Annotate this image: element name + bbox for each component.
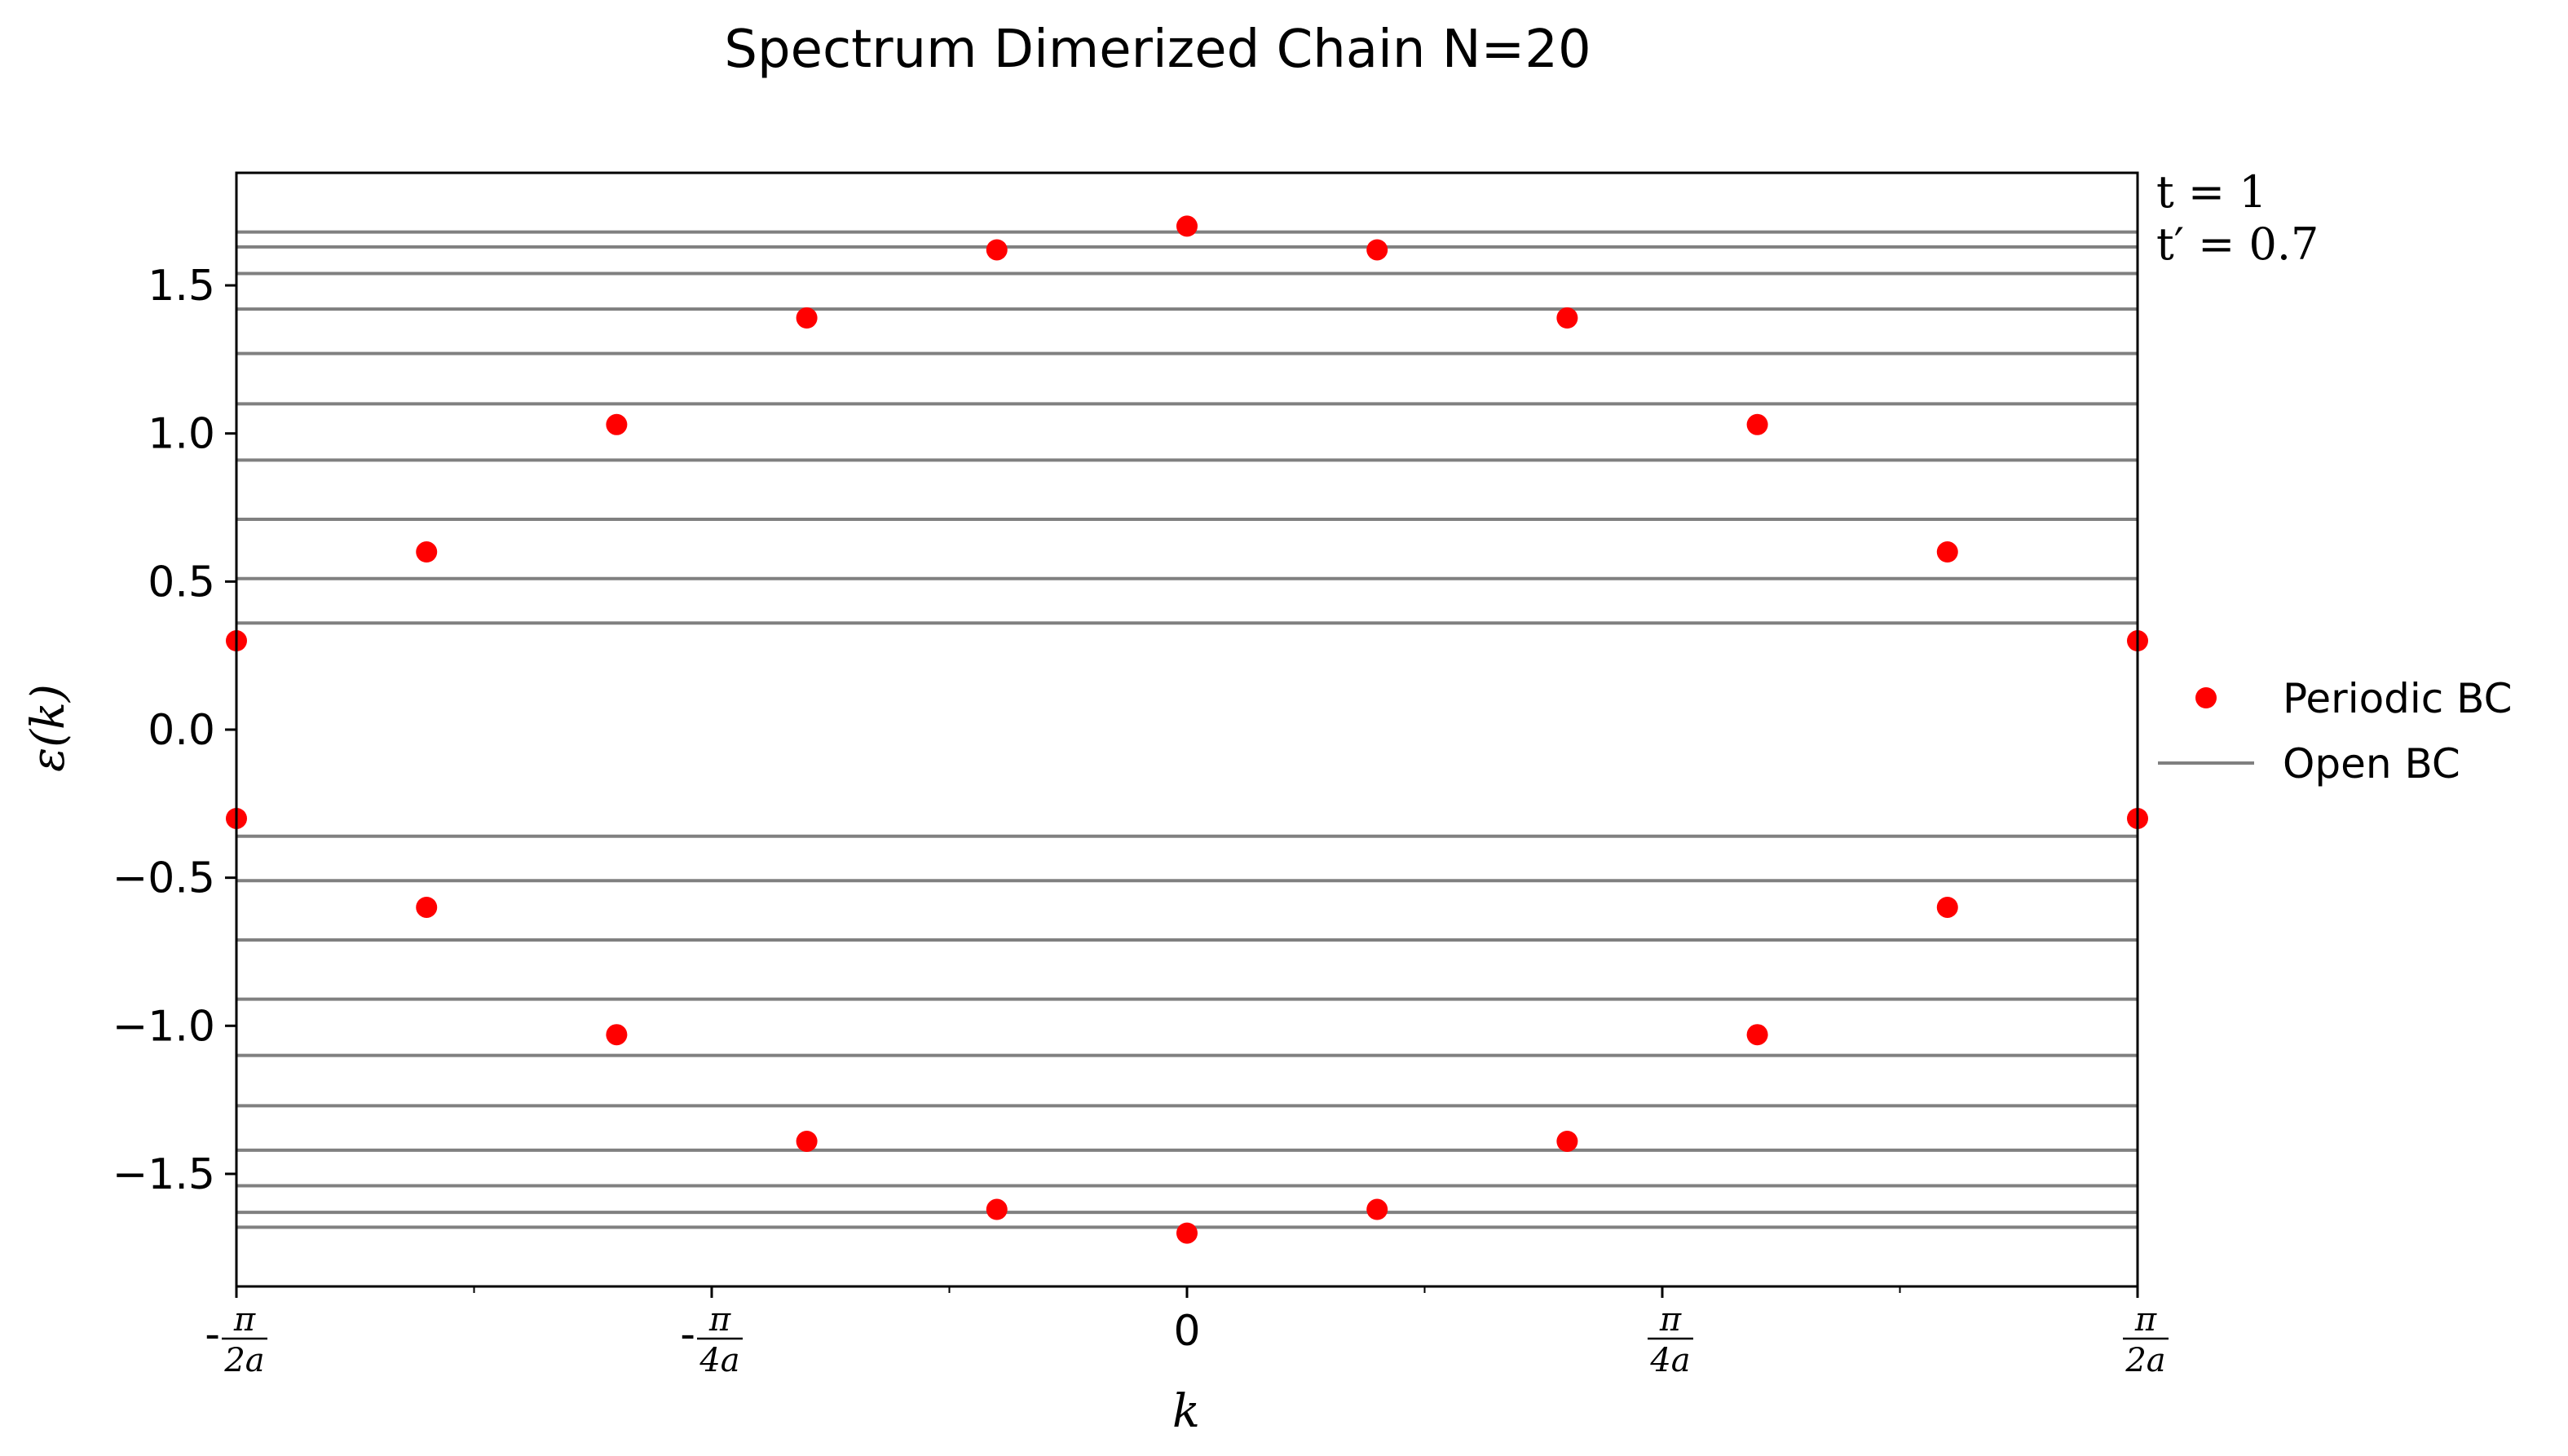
- periodic-bc-point: [416, 896, 438, 918]
- periodic-bc-point: [1746, 413, 1768, 435]
- periodic-bc-point: [796, 307, 818, 329]
- periodic-bc-point: [606, 413, 628, 435]
- periodic-bc-point: [1366, 239, 1388, 261]
- x-tick-label: 0: [1173, 1307, 1200, 1356]
- periodic-bc-point: [986, 1198, 1008, 1220]
- periodic-bc-point: [1556, 1130, 1578, 1152]
- legend: Periodic BC Open BC: [2158, 675, 2513, 788]
- chart-title: Spectrum Dimerized Chain N=20: [724, 20, 1591, 80]
- plot-area: [225, 215, 2149, 1244]
- x-tick-sign: -: [205, 1310, 220, 1359]
- periodic-bc-point: [1176, 215, 1198, 237]
- periodic-bc-point: [1936, 541, 1958, 563]
- y-axis: 1.5 1.0 0.5 0.0 −0.5 −1.0 −1.5: [113, 262, 236, 1199]
- periodic-bc-point: [1366, 1198, 1388, 1220]
- x-tick-denominator: 4a: [1649, 1342, 1690, 1379]
- periodic-bc-point: [1556, 307, 1578, 329]
- x-tick-numerator: π: [2134, 1301, 2157, 1339]
- x-tick-label: π4a-: [680, 1301, 743, 1379]
- x-tick-label: π4a: [1648, 1301, 1693, 1379]
- periodic-bc-point: [1176, 1222, 1198, 1244]
- x-tick-numerator: π: [708, 1301, 731, 1339]
- y-tick-label: −0.5: [113, 854, 215, 903]
- x-tick-numerator: π: [1659, 1301, 1682, 1339]
- periodic-bc-point: [796, 1130, 818, 1152]
- x-tick-label: π2a: [2123, 1301, 2169, 1379]
- y-tick-label: 1.0: [148, 410, 215, 459]
- plot-frame: [235, 171, 2139, 1288]
- y-axis-label: ε(k): [22, 684, 75, 772]
- y-tick-label: −1.5: [113, 1150, 215, 1199]
- x-tick-sign: -: [680, 1310, 695, 1359]
- x-axis-label: k: [1172, 1385, 1200, 1438]
- x-tick-label: π2a-: [205, 1301, 267, 1379]
- y-tick-label: −1.0: [113, 1002, 215, 1051]
- legend-marker-periodic: [2195, 687, 2217, 708]
- annotation-t: t = 1: [2156, 166, 2267, 218]
- x-tick-denominator: 2a: [2125, 1342, 2165, 1379]
- annotation-t-prime: t′ = 0.7: [2156, 218, 2319, 270]
- y-tick-label: 1.5: [148, 262, 215, 311]
- x-tick-denominator: 4a: [699, 1342, 739, 1379]
- x-tick-text: 0: [1173, 1307, 1200, 1356]
- legend-label-open: Open BC: [2283, 740, 2460, 788]
- periodic-bc-point: [606, 1024, 628, 1046]
- periodic-bc-point: [986, 239, 1008, 261]
- x-tick-numerator: π: [233, 1301, 256, 1339]
- legend-label-periodic: Periodic BC: [2283, 675, 2513, 722]
- periodic-bc-point: [416, 541, 438, 563]
- x-tick-denominator: 2a: [223, 1342, 264, 1379]
- y-tick-label: 0.5: [148, 558, 215, 607]
- periodic-bc-point: [1746, 1024, 1768, 1046]
- periodic-bc-point: [1936, 896, 1958, 918]
- y-tick-label: 0.0: [148, 706, 215, 755]
